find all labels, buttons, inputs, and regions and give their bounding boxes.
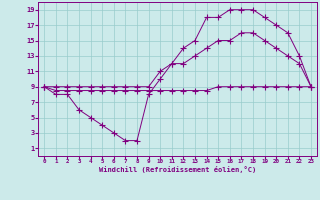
X-axis label: Windchill (Refroidissement éolien,°C): Windchill (Refroidissement éolien,°C): [99, 166, 256, 173]
